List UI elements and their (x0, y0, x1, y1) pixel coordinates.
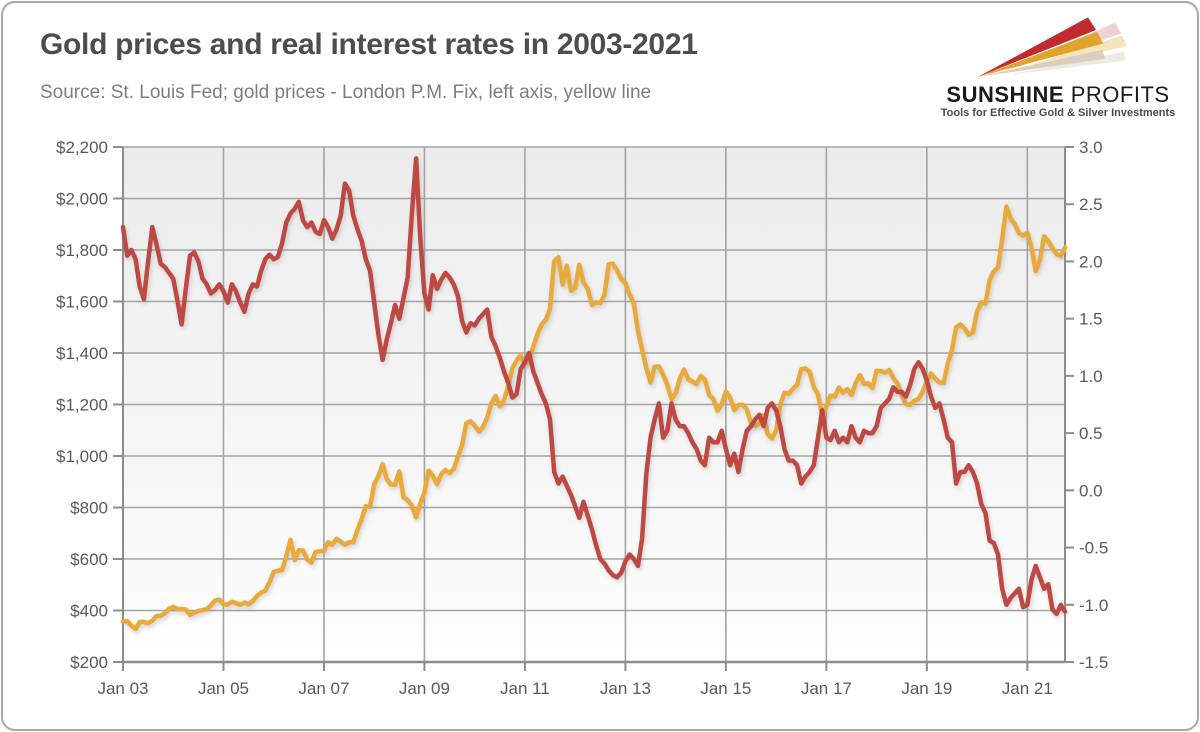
x-axis-tick-label: Jan 17 (801, 679, 852, 698)
sunshine-profits-logo: SUNSHINE PROFITS Tools for Effective Gol… (930, 10, 1186, 122)
x-axis-tick-label: Jan 07 (298, 679, 349, 698)
logo-ray-beige (978, 49, 1106, 77)
left-axis-tick-label: $1,600 (56, 293, 108, 312)
x-axis-tick-label: Jan 05 (198, 679, 249, 698)
right-axis-tick-label: 0.0 (1079, 481, 1103, 500)
right-axis-tick-label: 2.5 (1079, 195, 1103, 214)
x-axis-tick-label: Jan 09 (399, 679, 450, 698)
right-axis-tick-label: 3.0 (1079, 138, 1103, 157)
left-axis-tick-label: $2,000 (56, 190, 108, 209)
left-axis-tick-label: $800 (70, 499, 108, 518)
logo-ray-gold (978, 31, 1104, 77)
logo-tagline: Tools for Effective Gold & Silver Invest… (940, 107, 1176, 119)
axis-tick-labels: $200 $400 $600 $800 $1,000 $1,200 $1,400 $1,600… (56, 138, 1108, 698)
x-axis-tick-label: Jan 19 (901, 679, 952, 698)
right-axis-tick-label: -1.5 (1079, 653, 1108, 672)
gold-price-line (120, 204, 1068, 632)
logo-brand-light: PROFITS (1064, 82, 1170, 107)
left-axis-tick-label: $1,000 (56, 447, 108, 466)
left-axis-tick-label: $1,200 (56, 396, 108, 415)
left-axis-tick-label: $200 (70, 653, 108, 672)
left-axis-tick-label: $2,200 (56, 138, 108, 157)
logo-brand-name: SUNSHINE PROFITS (930, 82, 1186, 108)
real-interest-rate-line (120, 156, 1068, 617)
x-axis-tick-label: Jan 21 (1002, 679, 1053, 698)
logo-brand-bold: SUNSHINE (946, 82, 1065, 107)
x-axis-tick-label: Jan 11 (500, 679, 550, 698)
right-axis-tick-label: 2.0 (1079, 252, 1103, 271)
left-axis-tick-label: $1,800 (56, 241, 108, 260)
right-axis-tick-label: 0.5 (1079, 424, 1103, 443)
x-axis-tick-label: Jan 15 (700, 679, 751, 698)
left-axis-tick-label: $600 (70, 550, 108, 569)
x-axis-tick-label: Jan 03 (97, 679, 148, 698)
x-axis-tick-label: Jan 13 (600, 679, 651, 698)
chart-subtitle: Source: St. Louis Fed; gold prices - Lon… (40, 82, 652, 103)
right-axis-tick-label: 1.0 (1079, 367, 1103, 386)
data-series (120, 156, 1068, 632)
right-axis-tick-label: 1.5 (1079, 310, 1103, 329)
sunshine-profits-logo-mark-icon (978, 17, 1127, 77)
logo-ray-red (978, 17, 1097, 77)
left-axis-tick-label: $1,400 (56, 344, 108, 363)
right-axis-tick-label: -1.0 (1079, 596, 1108, 615)
left-axis-tick-label: $400 (70, 602, 108, 621)
chart-title: Gold prices and real interest rates in 2… (40, 28, 698, 61)
right-axis-tick-label: -0.5 (1079, 539, 1108, 558)
